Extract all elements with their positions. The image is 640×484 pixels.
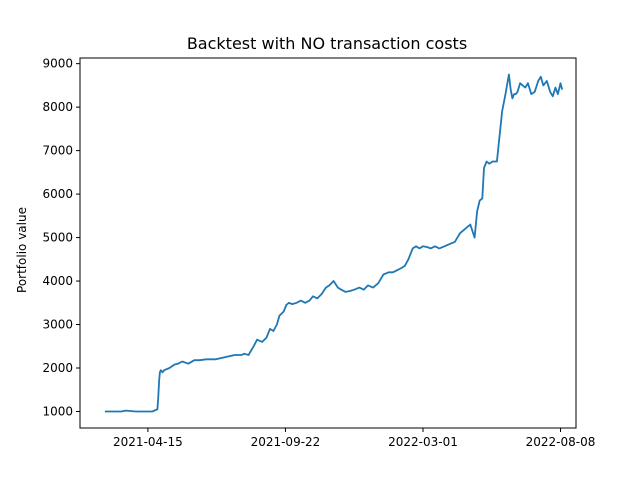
y-tick-label: 4000: [42, 274, 73, 288]
x-tick-label: 2022-08-08: [526, 435, 596, 449]
x-tick-label: 2022-03-01: [388, 435, 458, 449]
plot-series: [104, 73, 564, 413]
y-tick-label: 5000: [42, 231, 73, 245]
y-tick-label: 2000: [42, 361, 73, 375]
chart-title: Backtest with NO transaction costs: [187, 34, 467, 53]
y-tick-label: 9000: [42, 57, 73, 71]
plot-frame: [79, 57, 577, 429]
x-axis-ticks: 2021-04-15 2021-09-22 2022-03-01 2022-08-08: [113, 428, 595, 449]
y-tick-label: 3000: [42, 318, 73, 332]
y-axis-label: Portfolio value: [15, 207, 29, 293]
y-tick-label: 8000: [42, 100, 73, 114]
y-axis-ticks: 1000 2000 3000 4000 5000 6000 7000 8000 9000: [42, 57, 80, 418]
x-tick-label: 2021-04-15: [113, 435, 183, 449]
y-tick-label: 7000: [42, 144, 73, 158]
series-line-0: [104, 73, 564, 413]
y-tick-label: 6000: [42, 187, 73, 201]
x-tick-label: 2021-09-22: [251, 435, 321, 449]
y-tick-label: 1000: [42, 404, 73, 418]
